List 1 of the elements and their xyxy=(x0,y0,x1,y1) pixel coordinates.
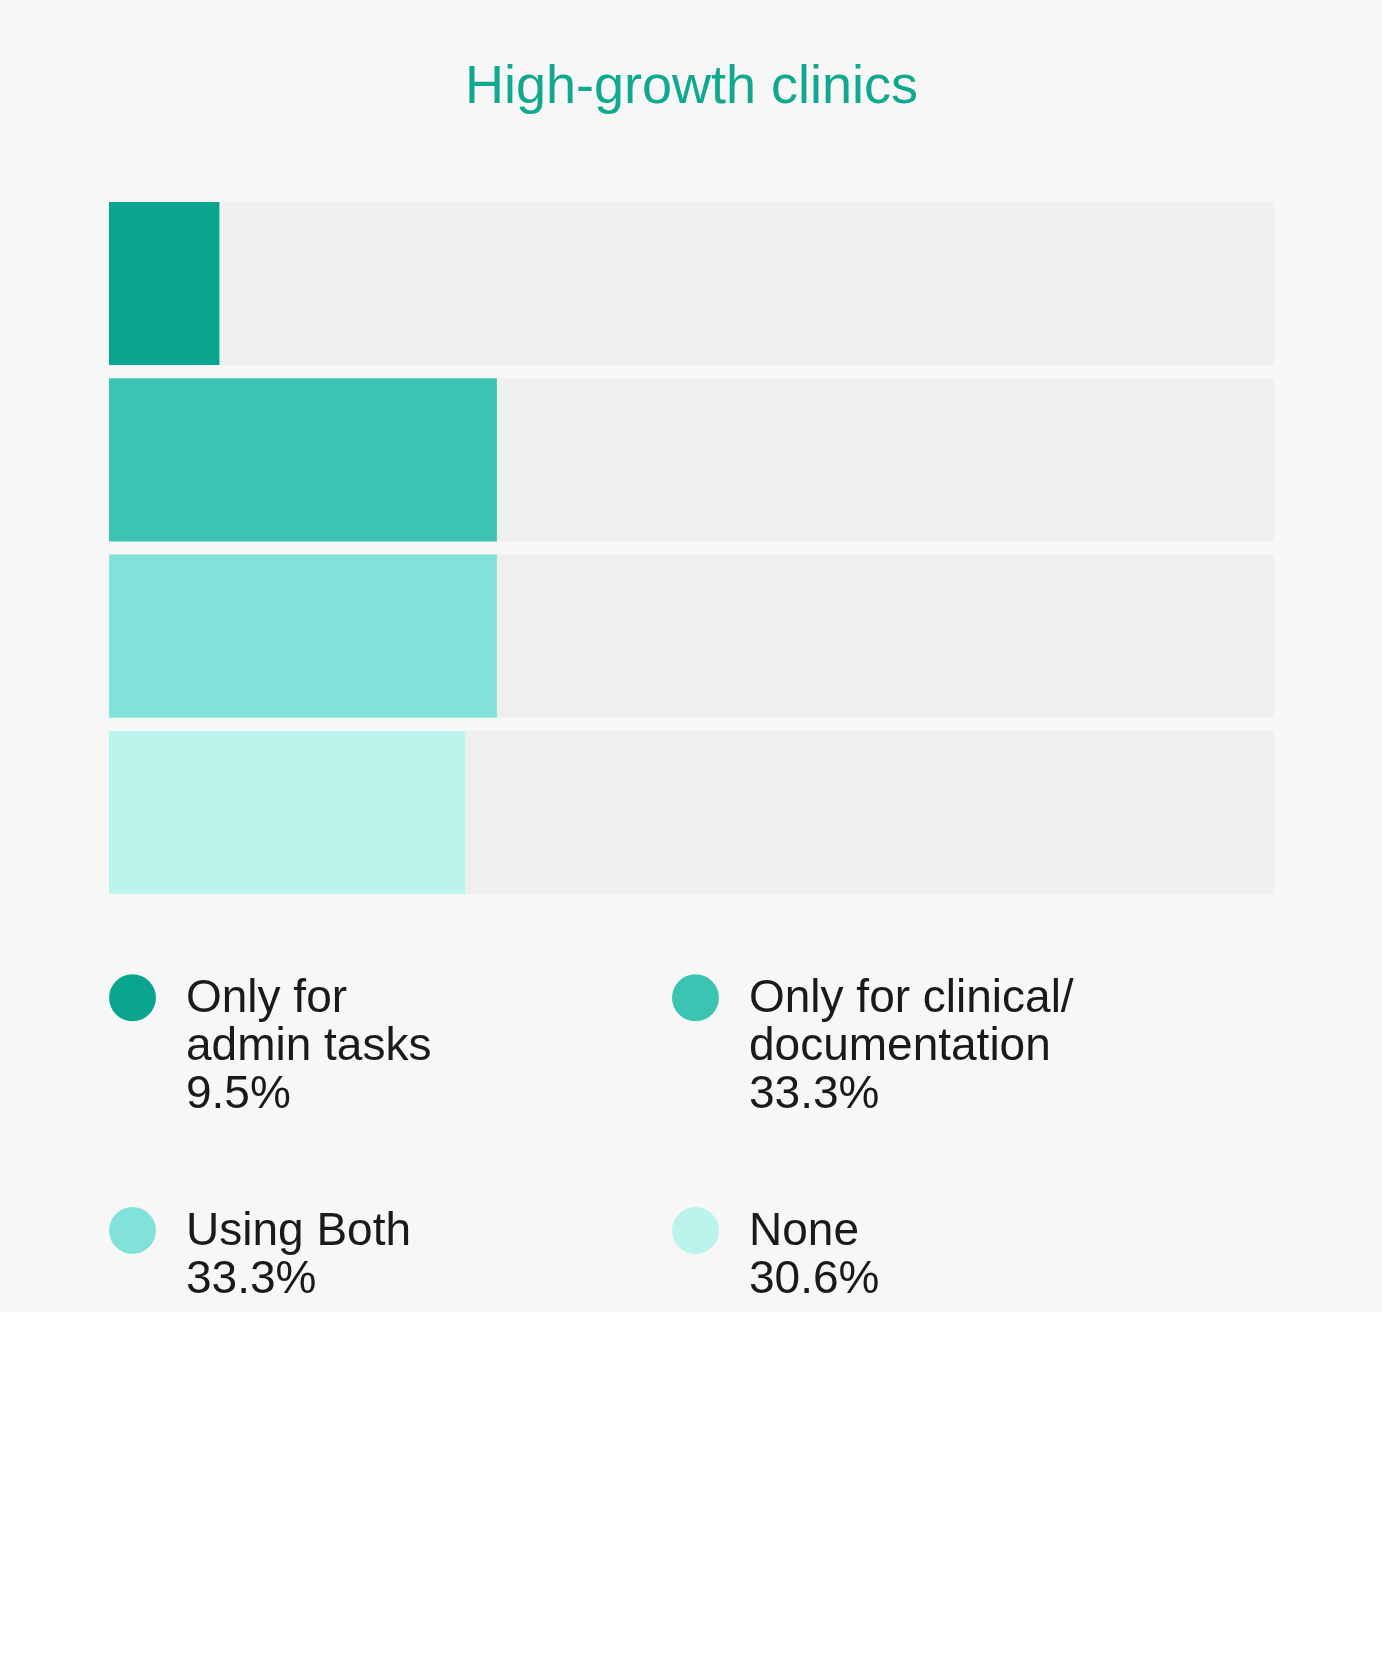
chart-title: High-growth clinics xyxy=(464,54,919,114)
